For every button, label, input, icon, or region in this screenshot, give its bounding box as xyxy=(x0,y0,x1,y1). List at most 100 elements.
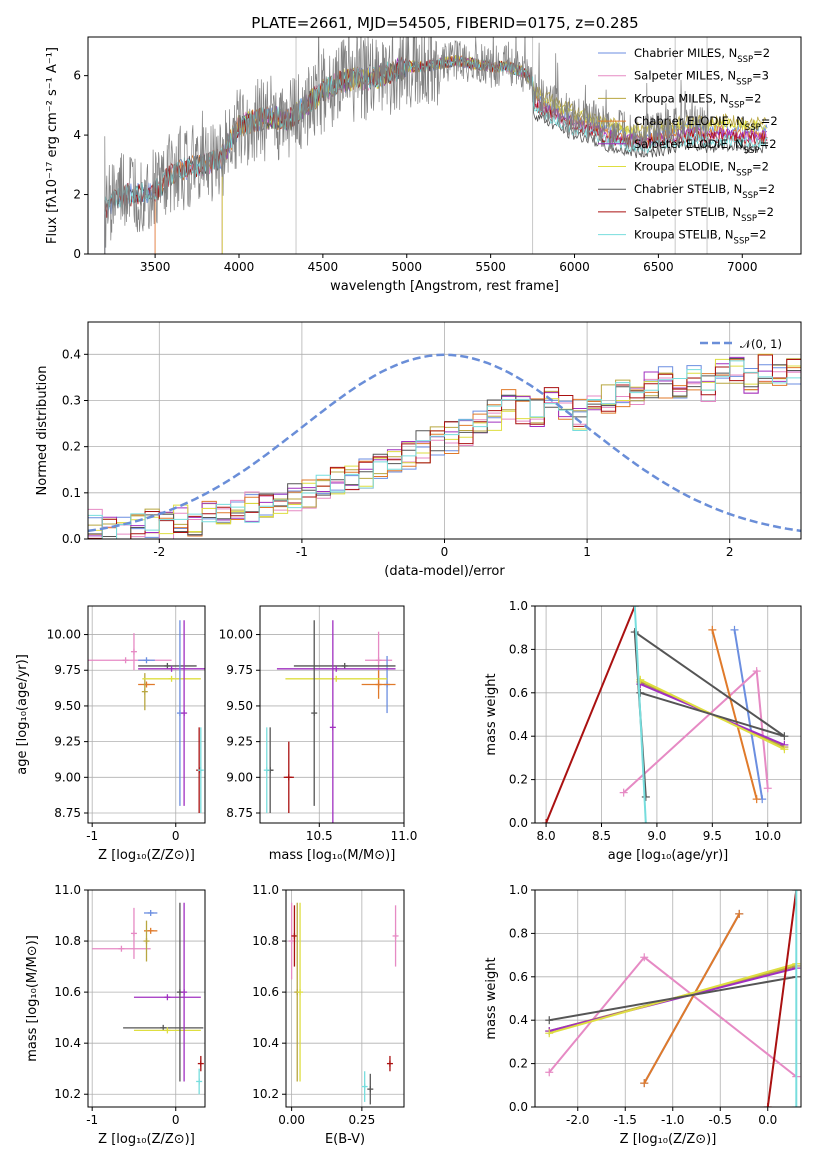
x-tick-label: 8.0 xyxy=(537,829,556,843)
y-tick-label: 9.25 xyxy=(54,735,81,749)
weight-line-kroupa_stelib xyxy=(633,606,647,823)
x-tick-label: -2.0 xyxy=(566,1113,589,1127)
legend-entry: Kroupa MILES, NSSP=2 xyxy=(634,91,761,110)
x-tick-label: 9.5 xyxy=(703,829,722,843)
x-tick-label: 5500 xyxy=(475,260,506,274)
gaussian-curve xyxy=(88,353,801,533)
y-axis-label: Normed distribution xyxy=(35,366,50,496)
x-axis-label: age [log₁₀(age/yr)] xyxy=(608,848,729,863)
y-tick-label: 0.2 xyxy=(509,1057,528,1071)
legend-entry: Kroupa ELODIE, NSSP=2 xyxy=(634,160,769,179)
axes-mass-vs-EBV: 0.00 0.25 10.2 10.4 10.6 10.8 11.0 E(B-V) xyxy=(252,883,405,1147)
x-tick-label: 0.25 xyxy=(348,1113,375,1127)
axes-frame xyxy=(534,605,802,824)
axes-frame xyxy=(87,605,206,824)
x-tick-label: 0.00 xyxy=(278,1113,305,1127)
y-axis-label: mass [log₁₀(M/M⊙)] xyxy=(25,935,40,1062)
y-tick-label: 8.75 xyxy=(54,806,81,820)
y-tick-label: 10.00 xyxy=(47,628,81,642)
x-axis-label: Z [log₁₀(Z/Z⊙)] xyxy=(98,1132,195,1147)
legend-entry: Salpeter STELIB, NSSP=2 xyxy=(634,205,774,224)
residual-histogram-kroupa_stelib xyxy=(88,360,801,539)
y-tick-label: 10.6 xyxy=(54,985,81,999)
x-axis-label: Z [log₁₀(Z/Z⊙)] xyxy=(98,848,195,863)
y-tick-label: 4 xyxy=(73,128,81,142)
y-tick-label: 0.2 xyxy=(509,773,528,787)
x-tick-label: 2 xyxy=(726,545,734,559)
y-tick-label: 10.2 xyxy=(252,1087,279,1101)
legend-entry: Chabrier STELIB, NSSP=2 xyxy=(634,182,775,201)
y-tick-label: 0.2 xyxy=(62,440,81,454)
residual-histogram-salpeter_miles xyxy=(88,361,801,539)
x-tick-label: 0 xyxy=(172,1113,180,1127)
y-tick-label: 0.0 xyxy=(62,532,81,546)
y-tick-label: 1.0 xyxy=(509,883,528,897)
plot-area-mass-vs-EBV xyxy=(288,902,399,1105)
axes-frame xyxy=(285,889,405,1108)
y-tick-label: 0.0 xyxy=(509,816,528,830)
x-axis-label: mass [log₁₀(M/M⊙)] xyxy=(269,848,396,863)
x-tick-label: 0 xyxy=(441,545,449,559)
x-tick-label: 9.0 xyxy=(647,829,666,843)
x-axis-label: E(B-V) xyxy=(325,1132,365,1147)
y-tick-label: 0.0 xyxy=(509,1100,528,1114)
axes-spectrum: 3500 4000 4500 5000 5500 6000 6500 7000 0 2 4 6 wave… xyxy=(45,36,802,294)
y-tick-label: 9.00 xyxy=(226,770,253,784)
weight-line-salpeter_stelib xyxy=(766,890,798,1107)
residual-histogram-chabrier_stelib xyxy=(88,357,801,539)
y-axis-label: mass weight xyxy=(484,957,499,1039)
y-tick-label: 0.4 xyxy=(509,729,528,743)
axes-frame xyxy=(87,889,206,1108)
x-axis-label: wavelength [Angstrom, rest frame] xyxy=(330,279,559,294)
residual-histogram-kroupa_miles xyxy=(88,358,801,539)
legend-entry: 𝒩(0, 1) xyxy=(740,337,782,351)
spectrum-legend: Chabrier MILES, NSSP=2 Salpeter MILES, NS… xyxy=(598,46,778,247)
x-tick-label: 7000 xyxy=(727,260,758,274)
y-tick-label: 0.8 xyxy=(509,642,528,656)
residual-histogram-chabrier_miles xyxy=(88,364,801,538)
axes-mass-weight-vs-age: 8.0 8.5 9.0 9.5 10.0 0.0 0.2 0.4 0.6 0.8 1.0 age [l… xyxy=(484,599,802,863)
y-tick-label: 10.2 xyxy=(54,1087,81,1101)
observed-spectrum xyxy=(104,37,710,254)
y-tick-label: 9.50 xyxy=(226,699,253,713)
axes-age-vs-mass: 10.5 11.0 8.75 9.00 9.25 9.50 9.75 10.00 mass [l… xyxy=(219,605,418,863)
weight-line-chabrier_elodie xyxy=(643,913,741,1084)
x-tick-label: -2 xyxy=(153,545,165,559)
model-spectrum-kroupa_miles xyxy=(221,55,767,254)
x-tick-label: 3500 xyxy=(140,260,171,274)
y-tick-label: 1.0 xyxy=(509,599,528,613)
plot-area-age-vs-Z xyxy=(88,620,205,814)
plot-area-age-vs-mass xyxy=(263,620,396,823)
weight-line-salpeter_stelib xyxy=(545,606,636,823)
y-tick-label: 10.6 xyxy=(252,985,279,999)
y-tick-label: 9.50 xyxy=(54,699,81,713)
legend-entry: Salpeter ELODIE, NSSP=2 xyxy=(634,137,777,156)
x-tick-label: 10.0 xyxy=(754,829,781,843)
axes-frame xyxy=(534,889,802,1108)
y-axis-label: mass weight xyxy=(484,673,499,755)
x-tick-label: 4500 xyxy=(308,260,339,274)
plot-area-mass-vs-Z xyxy=(92,902,204,1095)
x-tick-label: -1 xyxy=(296,545,308,559)
weight-line-chabrier_miles xyxy=(733,629,764,800)
legend-entry: Salpeter MILES, NSSP=3 xyxy=(634,69,769,88)
y-tick-label: 11.0 xyxy=(54,883,81,897)
x-tick-label: 5000 xyxy=(391,260,422,274)
x-tick-label: -1.0 xyxy=(661,1113,684,1127)
x-tick-label: 0.0 xyxy=(758,1113,777,1127)
y-tick-label: 10.00 xyxy=(219,628,253,642)
figure-title: PLATE=2661, MJD=54505, FIBERID=0175, z=0… xyxy=(251,14,638,32)
weight-line-chabrier_elodie xyxy=(711,629,758,800)
legend-entry: Kroupa STELIB, NSSP=2 xyxy=(634,228,766,247)
residual-histogram-salpeter_elodie xyxy=(88,356,801,537)
y-tick-label: 0.3 xyxy=(62,393,81,407)
y-tick-label: 0.8 xyxy=(509,926,528,940)
y-tick-label: 9.00 xyxy=(54,770,81,784)
x-tick-label: -1 xyxy=(86,829,98,843)
y-tick-label: 10.4 xyxy=(252,1036,279,1050)
y-tick-label: 10.8 xyxy=(54,934,81,948)
x-tick-label: 11.0 xyxy=(391,829,418,843)
y-tick-label: 9.75 xyxy=(226,663,253,677)
